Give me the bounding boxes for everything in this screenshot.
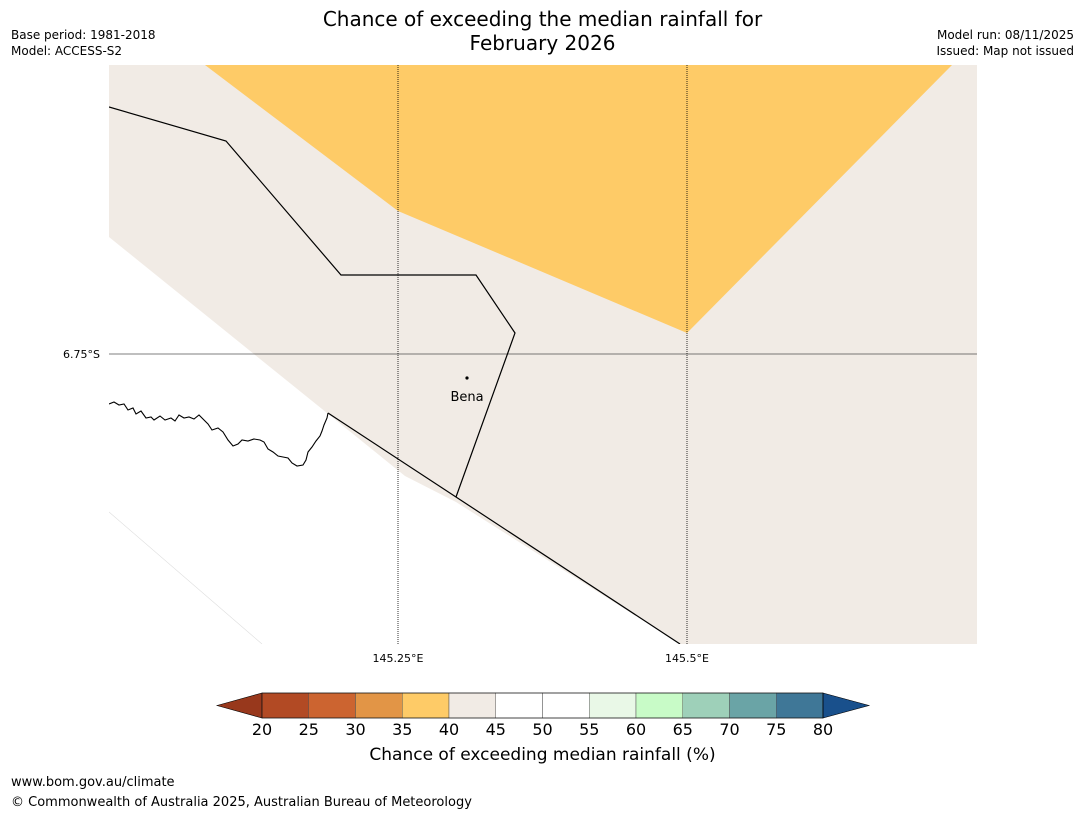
region-35-40	[205, 65, 952, 333]
colorbar-extension-high	[822, 692, 871, 719]
base-period: Base period: 1981-2018	[11, 28, 156, 42]
longitude-label-1: 145.25°E	[373, 652, 424, 665]
colorbar-tick-label: 70	[719, 720, 739, 739]
colorbar-tick-label: 65	[673, 720, 693, 739]
colorbar-outline	[261, 692, 824, 719]
colorbar-box-65-70	[682, 692, 730, 719]
model-run: Model run: 08/11/2025	[936, 28, 1074, 42]
footer-url: www.bom.gov.au/climate	[11, 775, 175, 790]
place-name-label: Bena	[450, 390, 483, 405]
province-border	[109, 106, 516, 498]
title-line-2: February 2026	[469, 31, 616, 55]
colorbar-box-55-60	[589, 692, 637, 719]
colorbar-tick-label: 55	[579, 720, 599, 739]
colorbar-tick-label: 75	[766, 720, 786, 739]
colorbar: 20 25 30 35 40 45 50 55 60 65 70 75 80	[215, 692, 871, 739]
latitude-label: 6.75°S	[63, 348, 100, 361]
colorbar-tick-label: 45	[486, 720, 506, 739]
map-area	[109, 65, 977, 644]
model-name: Model: ACCESS-S2	[11, 44, 123, 58]
colorbar-box-60-65	[635, 692, 683, 719]
colorbar-box-30-35	[355, 692, 403, 719]
colorbar-extension-low	[215, 692, 263, 719]
colorbar-box-25-30	[308, 692, 356, 719]
colorbar-tick-label: 80	[813, 720, 833, 739]
colorbar-box-35-40	[402, 692, 450, 719]
map-title: Chance of exceeding the median rainfall …	[0, 7, 1085, 55]
river-line	[109, 401, 329, 467]
issued-status: Issued: Map not issued	[936, 44, 1074, 58]
colorbar-box-75-80	[776, 692, 824, 719]
colorbar-box-45-50	[495, 692, 543, 719]
colorbar-box-70-75	[729, 692, 777, 719]
colorbar-tick-label: 50	[532, 720, 552, 739]
colorbar-tick-label: 35	[392, 720, 412, 739]
colorbar-tick-label: 20	[252, 720, 272, 739]
title-line-1: Chance of exceeding the median rainfall …	[322, 7, 763, 31]
meta-right: Model run: 08/11/2025 Issued: Map not is…	[936, 27, 1074, 59]
colorbar-box-50-55	[542, 692, 590, 719]
colorbar-tick-label: 30	[345, 720, 365, 739]
colorbar-tick-label: 25	[299, 720, 319, 739]
colorbar-tick-label: 40	[439, 720, 459, 739]
colorbar-label: Chance of exceeding median rainfall (%)	[369, 745, 716, 765]
colorbar-box-40-45	[448, 692, 496, 719]
longitude-label-2: 145.5°E	[665, 652, 709, 665]
faint-contour-line	[109, 511, 263, 644]
colorbar-box-20-25	[261, 692, 309, 719]
colorbar-tick-label: 60	[626, 720, 646, 739]
footer-copyright: © Commonwealth of Australia 2025, Austra…	[11, 795, 472, 810]
meta-left: Base period: 1981-2018 Model: ACCESS-S2	[11, 27, 156, 59]
town-marker	[465, 376, 469, 380]
province-border-lower	[327, 412, 681, 644]
